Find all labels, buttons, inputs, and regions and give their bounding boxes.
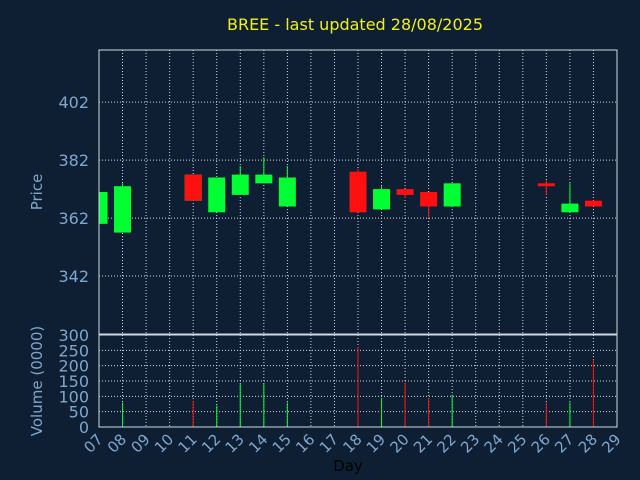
- x-tick-label: 15: [269, 430, 295, 456]
- x-tick-label: 11: [175, 430, 201, 456]
- candle-body: [420, 192, 438, 207]
- x-tick-label: 12: [198, 430, 224, 456]
- x-tick-label: 22: [434, 430, 460, 456]
- x-axis-ticks: 0708091011121314151617181920212223242526…: [80, 430, 624, 456]
- price-tick-label: 402: [58, 93, 89, 112]
- chart-title: BREE - last updated 28/08/2025: [227, 15, 483, 34]
- x-tick-label: 19: [363, 430, 389, 456]
- candle-body: [537, 183, 555, 187]
- volume-axis-label: Volume (0000): [28, 326, 46, 436]
- volume-tick-label: 0: [79, 418, 89, 437]
- volume-tick-label: 300: [58, 326, 89, 345]
- candle-body: [208, 177, 226, 213]
- candle-body: [561, 203, 579, 213]
- x-tick-label: 27: [551, 430, 577, 456]
- x-tick-label: 29: [598, 430, 624, 456]
- price-axis-ticks: 342 362 382 402: [58, 93, 89, 286]
- candle-body: [231, 174, 249, 195]
- x-tick-label: 28: [575, 430, 601, 456]
- volume-panel-frame: [98, 334, 618, 428]
- candles: [98, 157, 602, 233]
- volume-tick-label: 200: [58, 357, 89, 376]
- x-tick-label: 23: [457, 430, 483, 456]
- x-tick-label: 17: [316, 430, 342, 456]
- volume-tick-label: 150: [58, 372, 89, 391]
- price-tick-label: 342: [58, 267, 89, 286]
- x-tick-label: 14: [245, 430, 271, 456]
- candle-body: [584, 200, 602, 207]
- candle-body: [349, 171, 367, 213]
- candle-body: [278, 177, 296, 207]
- x-tick-label: 10: [151, 430, 177, 456]
- x-tick-label: 26: [528, 430, 554, 456]
- x-tick-label: 16: [292, 430, 318, 456]
- price-axis-label: Price: [28, 174, 46, 211]
- x-tick-label: 09: [127, 430, 153, 456]
- price-tick-label: 382: [58, 151, 89, 170]
- x-axis-label: Day: [333, 457, 363, 475]
- candle-body: [99, 192, 108, 224]
- x-tick-label: 25: [504, 430, 530, 456]
- volume-bars: [122, 347, 594, 427]
- candle-body: [114, 186, 132, 233]
- candle-body: [184, 174, 202, 201]
- candle-body: [396, 189, 414, 195]
- price-tick-label: 362: [58, 209, 89, 228]
- candle-body: [373, 189, 391, 210]
- x-tick-label: 20: [386, 430, 412, 456]
- volume-tick-label: 50: [69, 403, 89, 422]
- candle-body: [443, 183, 461, 207]
- x-tick-label: 21: [410, 430, 436, 456]
- volume-tick-label: 100: [58, 387, 89, 406]
- volume-tick-label: 250: [58, 341, 89, 360]
- x-tick-label: 24: [481, 430, 507, 456]
- price-panel-frame: [98, 49, 618, 335]
- candle-body: [255, 174, 273, 184]
- x-tick-label: 13: [222, 430, 248, 456]
- x-tick-label: 08: [104, 430, 130, 456]
- x-tick-label: 18: [339, 430, 365, 456]
